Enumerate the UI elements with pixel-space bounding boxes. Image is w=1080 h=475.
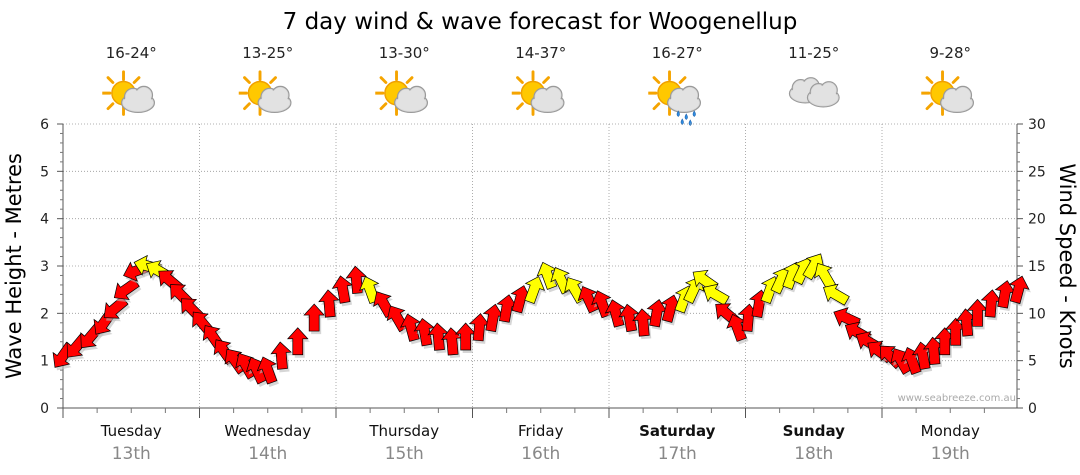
temp-range: 9-28° xyxy=(929,44,971,62)
rain-drop xyxy=(688,119,692,126)
day-date: 14th xyxy=(248,444,287,464)
cloud-icon xyxy=(788,77,840,108)
chart-grid xyxy=(63,123,1017,408)
chart-axes: 0 1 2 3 4 5 6 0 5 10 15 20 25 30 xyxy=(40,117,1046,418)
temp-range: 11-25° xyxy=(788,44,839,62)
temp-range: 13-30° xyxy=(379,44,430,62)
wind-arrow xyxy=(524,276,545,305)
wind-arrows xyxy=(52,253,1031,388)
y-left-tick-label: 3 xyxy=(40,259,49,275)
weather-row: 16-24° 13-25° 13-30° 14-37° 16-27° 11-25° 9-28… xyxy=(102,44,975,126)
temp-range: 16-27° xyxy=(652,44,703,62)
day-name: Sunday xyxy=(783,422,846,440)
y-left-tick-label: 5 xyxy=(40,164,49,180)
wind-arrow xyxy=(286,327,309,356)
sun-cloud-icon xyxy=(921,70,975,116)
y-left-tick-label: 4 xyxy=(40,212,49,228)
day-date: 13th xyxy=(112,444,151,464)
wind-arrow xyxy=(303,303,325,332)
y-left-tick-label: 0 xyxy=(40,401,49,417)
temp-range: 13-25° xyxy=(242,44,293,62)
wind-arrow xyxy=(702,283,730,306)
y-right-tick-label: 15 xyxy=(1028,259,1046,275)
y-right-tick-label: 20 xyxy=(1028,212,1046,228)
sun-cloud-icon xyxy=(102,70,156,116)
sun-cloud-icon xyxy=(375,70,429,116)
y-left-label: Wave Height - Metres xyxy=(2,153,26,379)
rain-drop xyxy=(680,118,684,125)
y-right-label: Wind Speed - Knots xyxy=(1055,163,1079,368)
day-name: Monday xyxy=(921,422,980,440)
day-date: 19th xyxy=(931,444,970,464)
day-name: Thursday xyxy=(368,422,439,440)
rain-drop xyxy=(684,113,688,120)
y-right-tick-label: 0 xyxy=(1028,401,1037,417)
day-date: 17th xyxy=(658,444,697,464)
temp-range: 16-24° xyxy=(106,44,157,62)
day-labels: Tuesday 13th Wednesday 14th Thursday 15th Frid… xyxy=(100,422,980,464)
wind-arrow xyxy=(331,275,353,304)
sun-cloud-rain-icon xyxy=(648,70,702,126)
day-date: 16th xyxy=(521,444,560,464)
y-right-tick-label: 5 xyxy=(1028,354,1037,370)
wind-arrow xyxy=(823,283,850,306)
credit: www.seabreeze.com.au xyxy=(898,393,1016,404)
wind-arrow xyxy=(1008,275,1030,304)
y-right-tick-label: 10 xyxy=(1028,306,1046,322)
y-right-tick-label: 25 xyxy=(1028,164,1046,180)
wind-arrow xyxy=(399,313,421,342)
day-name: Friday xyxy=(518,422,564,440)
y-left-tick-label: 1 xyxy=(40,354,49,370)
day-date: 15th xyxy=(385,444,424,464)
wind-arrow xyxy=(577,285,600,314)
rain-drop xyxy=(692,110,696,117)
y-right-tick-label: 30 xyxy=(1028,117,1046,133)
day-date: 18th xyxy=(794,444,833,464)
day-name: Saturday xyxy=(639,422,716,440)
day-name: Tuesday xyxy=(100,422,162,440)
day-name: Wednesday xyxy=(224,422,311,440)
wind-arrow xyxy=(270,341,292,370)
rain-drop xyxy=(676,110,680,117)
temp-range: 14-37° xyxy=(515,44,566,62)
y-left-tick-label: 6 xyxy=(40,117,49,133)
sun-cloud-icon xyxy=(511,70,565,116)
sun-cloud-icon xyxy=(238,70,292,116)
wind-arrow xyxy=(604,299,626,328)
chart-title: 7 day wind & wave forecast for Woogenell… xyxy=(283,9,798,35)
wind-arrow xyxy=(256,356,278,385)
wind-arrow xyxy=(318,289,340,318)
y-left-tick-label: 2 xyxy=(40,306,49,322)
